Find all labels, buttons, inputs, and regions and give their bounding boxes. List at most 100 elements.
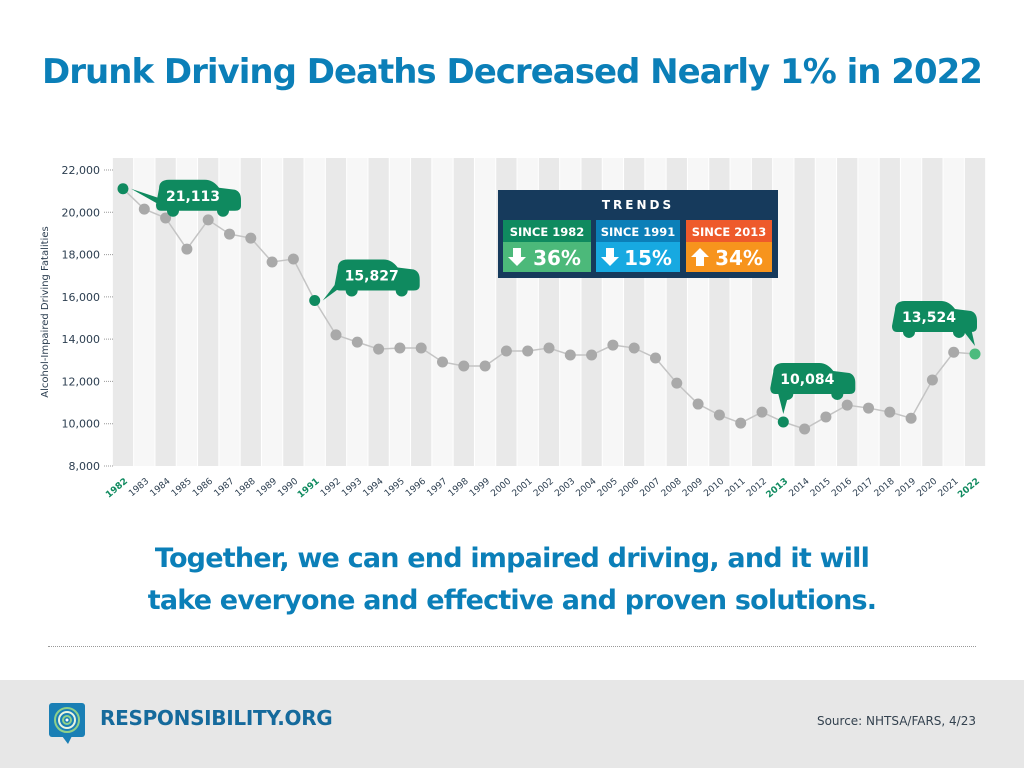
year-band <box>112 158 134 466</box>
x-tick-label: 2022 <box>956 477 982 501</box>
data-point <box>479 360 491 372</box>
data-point <box>671 377 683 389</box>
year-band <box>368 158 389 466</box>
data-point <box>500 345 512 357</box>
x-tick-label: 2008 <box>660 476 684 499</box>
y-tick-label: 14,000 <box>62 333 101 346</box>
trend-header <box>596 220 680 242</box>
trend-label: SINCE 2013 <box>692 225 767 239</box>
data-point <box>415 342 427 354</box>
x-tick-label: 1994 <box>362 476 386 499</box>
y-tick-label: 12,000 <box>62 375 101 388</box>
x-tick-label: 1988 <box>234 476 258 499</box>
year-band <box>325 158 347 466</box>
x-tick-label: 2018 <box>873 476 897 499</box>
x-tick-label: 1985 <box>170 477 194 499</box>
year-band <box>794 158 815 466</box>
trend-label: SINCE 1991 <box>601 225 676 239</box>
year-band <box>837 158 858 466</box>
arrow-down-icon <box>508 248 526 266</box>
year-band <box>453 158 474 466</box>
year-band <box>176 158 198 466</box>
x-tick-label: 2000 <box>489 476 513 499</box>
tagline-line-1: Together, we can end impaired driving, a… <box>154 543 870 574</box>
year-band <box>432 158 453 466</box>
year-band <box>858 158 879 466</box>
y-tick-label: 16,000 <box>62 291 101 304</box>
data-point <box>607 339 619 351</box>
brand-name[interactable]: RESPONSIBILITY.ORG <box>100 706 333 730</box>
year-band <box>261 158 283 466</box>
data-point <box>586 349 598 361</box>
x-tick-label: 2011 <box>724 477 748 499</box>
callout-label: 15,827 <box>345 269 399 285</box>
x-tick-label: 2016 <box>830 476 854 499</box>
data-point <box>820 411 832 423</box>
value-callout: 21,113 <box>131 179 241 217</box>
x-tick-label: 1986 <box>191 476 215 499</box>
x-tick-label: 1991 <box>296 477 322 501</box>
data-point <box>756 406 768 418</box>
x-tick-label: 2014 <box>788 476 812 499</box>
data-point <box>905 412 917 424</box>
data-point <box>202 214 214 226</box>
data-point <box>735 417 747 429</box>
x-tick-label: 2019 <box>894 476 918 499</box>
data-point <box>138 203 150 215</box>
x-tick-label: 1990 <box>276 476 300 499</box>
trend-cell: SINCE 2013 34% <box>686 220 772 272</box>
car-bubble-icon <box>892 300 977 338</box>
target-speech-bubble-icon[interactable] <box>48 702 88 746</box>
callout-label: 21,113 <box>166 189 220 205</box>
trend-cell: SINCE 1991 15% <box>596 220 680 272</box>
x-tick-label: 2010 <box>702 476 726 499</box>
x-tick-label: 1982 <box>104 477 130 501</box>
car-bubble-icon <box>334 259 420 297</box>
x-tick-label: 1983 <box>127 477 151 499</box>
data-point <box>351 336 363 348</box>
x-tick-label: 1987 <box>212 477 236 499</box>
year-band <box>411 158 432 466</box>
y-tick-label: 22,000 <box>62 164 101 177</box>
x-tick-label: 1989 <box>255 476 279 499</box>
y-tick-label: 20,000 <box>62 206 101 219</box>
callout-tail <box>777 389 790 414</box>
data-point <box>799 423 811 435</box>
year-band <box>134 158 155 466</box>
x-tick-label: 1999 <box>468 476 492 499</box>
data-point <box>437 356 448 368</box>
x-tick-label: 2015 <box>809 477 833 499</box>
trends-title: TRENDS <box>602 198 674 212</box>
x-tick-label: 2013 <box>765 477 791 501</box>
data-point <box>309 295 321 307</box>
tagline-line-2: take everyone and effective and proven s… <box>147 585 877 616</box>
data-point <box>841 399 853 411</box>
x-tick-label: 2012 <box>745 477 769 499</box>
x-tick-label: 1996 <box>404 476 428 499</box>
year-band <box>198 158 219 466</box>
data-point <box>777 416 789 428</box>
x-tick-label: 1997 <box>425 477 449 499</box>
callout-label: 10,084 <box>780 372 834 388</box>
footer: RESPONSIBILITY.ORG Source: NHTSA/FARS, 4… <box>0 680 1024 768</box>
data-point <box>458 360 470 372</box>
year-band <box>879 158 900 466</box>
data-point <box>181 243 193 255</box>
callout-label: 13,524 <box>902 310 956 326</box>
callout-tail <box>322 278 342 301</box>
callout-tail <box>961 327 975 346</box>
x-tick-label: 2009 <box>681 476 705 499</box>
x-tick-label: 1993 <box>340 477 364 499</box>
x-tick-label: 1998 <box>447 476 471 499</box>
data-point <box>884 406 896 418</box>
x-tick-label: 1992 <box>319 477 343 499</box>
data-point <box>948 346 960 358</box>
data-point <box>543 342 555 354</box>
arrow-down-icon <box>601 248 619 266</box>
trend-cell: SINCE 1982 36% <box>503 220 591 272</box>
data-point <box>926 374 938 386</box>
data-point <box>564 349 576 361</box>
trend-value: 15% <box>624 246 672 270</box>
data-point <box>287 253 299 265</box>
trend-header <box>503 220 591 242</box>
